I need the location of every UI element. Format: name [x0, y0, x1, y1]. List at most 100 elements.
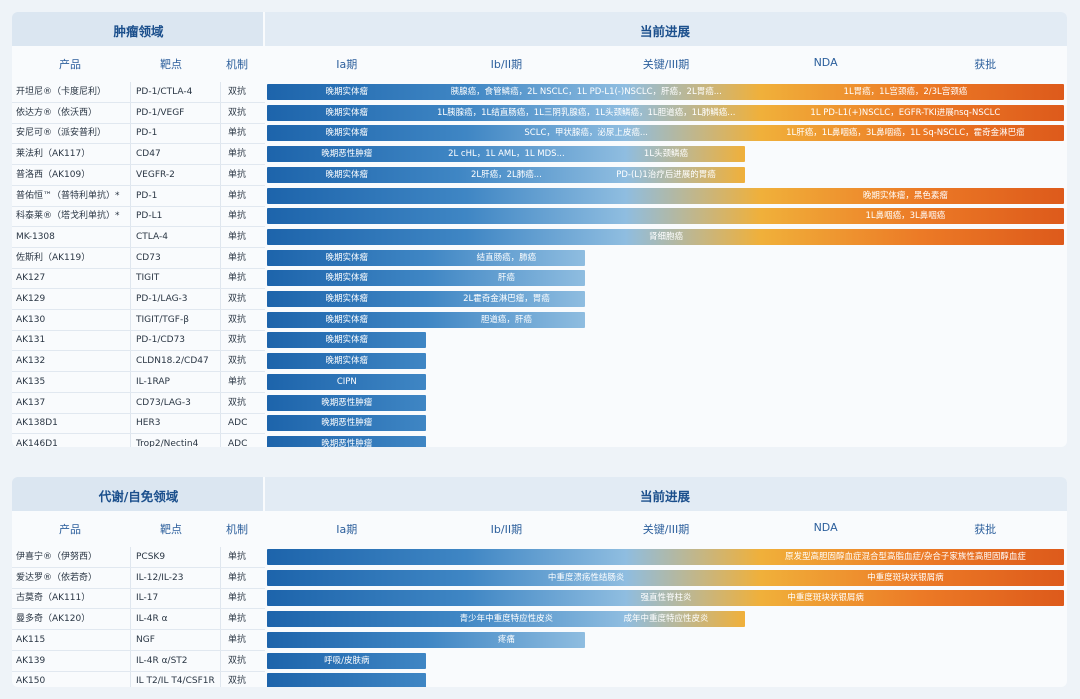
metabolic-progress-header: 当前进展: [639, 489, 690, 504]
oncology-row-target: HER3: [136, 418, 161, 429]
oncology-section-title: 肿瘤领域: [113, 24, 164, 39]
metabolic-progress-bar: 青少年中重度特应性皮炎 成年中重度特应性皮炎: [267, 611, 745, 628]
oncology-row-product: AK129: [16, 294, 46, 304]
oncology-table-row: 莱法利（AK117） CD47 单抗 晚期恶性肿瘤 2L cHL，1L AML，1L M…: [12, 144, 1067, 166]
oncology-bar-label: 晚期实体瘤，黑色素瘤: [862, 190, 948, 201]
oncology-bar-label: 2L cHL，1L AML，1L MDS...: [448, 149, 565, 160]
oncology-bar-label: 胰腺癌，食管鳞癌，2L NSCLC，1L PD-L1(-)NSCLC，肝癌，2L…: [450, 87, 722, 97]
oncology-row-separator: [12, 122, 265, 124]
oncology-row-target: IL-1RAP: [136, 376, 170, 387]
metabolic-progress-bar: [267, 673, 426, 687]
metabolic-stage-header-1: Ib/II期: [490, 523, 523, 536]
oncology-row-mechanism: 双抗: [228, 356, 247, 367]
oncology-row-separator: [12, 288, 265, 290]
oncology-row-mechanism: 双抗: [228, 87, 247, 97]
oncology-bar-label: 结直肠癌，肺癌: [476, 252, 537, 263]
oncology-bar-label: 晚期实体瘤: [325, 335, 369, 346]
oncology-bar-label: 肝癌: [497, 273, 515, 284]
oncology-row-product: 佐斯利（AK119）: [16, 252, 91, 263]
oncology-stage-header-2: 关键/III期: [642, 58, 690, 71]
oncology-panel: 肿瘤领域 当前进展 产品 靶点 机制 Ia期 Ib/II期 关键/III期 NDA 获批 开坦尼®（…: [12, 12, 1067, 447]
oncology-row-mechanism: 双抗: [228, 397, 247, 408]
oncology-bar-label: 1L胰腺癌，1L结直肠癌，1L三阴乳腺癌，1L头颈鳞癌，1L胆道癌，1L肺鳞癌.…: [436, 107, 736, 118]
oncology-row-target: VEGFR-2: [136, 169, 175, 180]
oncology-row-product: AK130: [16, 314, 46, 325]
oncology-progress-bar: 晚期恶性肿瘤 2L cHL，1L AML，1L MDS... 1L头颈鳞癌: [267, 146, 745, 163]
metabolic-table-row: 曼多奇（AK120） IL-4R α 单抗 青少年中重度特应性皮炎 成年中重度特应性皮炎: [12, 609, 1067, 631]
oncology-progress-bar: 肾细胞癌: [267, 228, 1064, 245]
oncology-column-divider: [220, 82, 221, 447]
metabolic-stage-header-4: 获批: [974, 523, 997, 536]
metabolic-row-target: NGF: [136, 634, 155, 645]
oncology-progress-bar: 1L鼻咽癌，3L鼻咽癌: [267, 208, 1064, 225]
oncology-row-product: MK-1308: [16, 231, 55, 242]
metabolic-row-mechanism: 双抗: [228, 676, 247, 687]
oncology-row-product: 依达方®（依沃西）: [16, 107, 98, 118]
oncology-table-row: 开坦尼®（卡度尼利） PD-1/CTLA-4 双抗 晚期实体瘤 胰腺癌，食管鳞癌，2L …: [12, 82, 1067, 103]
oncology-row-separator: [12, 226, 265, 228]
oncology-table-row: AK132 CLDN18.2/CD47 双抗 晚期实体瘤: [12, 351, 1067, 373]
metabolic-stage-header-0: Ia期: [336, 523, 358, 536]
oncology-table-row: 安尼可®（派安普利） PD-1 单抗 晚期实体瘤 SCLC，甲状腺癌，泌尿上皮癌... 1…: [12, 123, 1067, 145]
oncology-table-row: AK137 CD73/LAG-3 双抗 晚期恶性肿瘤: [12, 393, 1067, 414]
oncology-bar-label: 2L霍奇金淋巴瘤，胃癌: [463, 294, 550, 304]
oncology-bar-label: 晚期实体瘤: [325, 169, 369, 180]
metabolic-row-product: 伊喜宁®（伊努西）: [16, 552, 98, 562]
metabolic-stage-header-3: NDA: [813, 521, 838, 534]
oncology-column-headers: 产品 靶点 机制 Ia期 Ib/II期 关键/III期 NDA 获批: [12, 46, 1067, 82]
oncology-row-separator: [12, 350, 265, 352]
metabolic-progress-bar: 疼痛: [267, 631, 586, 648]
metabolic-bar-label: 疼痛: [497, 634, 515, 645]
oncology-bar-label: 晚期实体瘤: [325, 356, 369, 367]
metabolic-row-mechanism: 单抗: [228, 572, 247, 583]
metabolic-row-mechanism: 单抗: [228, 614, 247, 625]
oncology-bar-label: 晚期实体瘤: [325, 252, 369, 263]
oncology-row-target: PD-1: [136, 190, 158, 201]
oncology-row-product: AK137: [16, 397, 46, 408]
metabolic-row-separator: [12, 608, 265, 610]
oncology-row-separator: [12, 267, 265, 269]
metabolic-row-separator: [12, 649, 265, 651]
oncology-bar-label: 晚期实体瘤: [325, 294, 369, 304]
oncology-row-product: AK131: [16, 335, 46, 346]
oncology-row-separator: [12, 309, 265, 310]
metabolic-row-separator: [12, 629, 265, 631]
oncology-row-mechanism: 双抗: [228, 107, 247, 118]
oncology-row-mechanism: 双抗: [228, 335, 247, 346]
oncology-bar-label: 1L胃癌，1L宫颈癌，2/3L宫颈癌: [843, 87, 968, 97]
oncology-table-row: AK138D1 HER3 ADC 晚期恶性肿瘤: [12, 413, 1067, 435]
oncology-row-separator: [12, 164, 265, 166]
oncology-row-mechanism: 单抗: [228, 169, 247, 180]
metabolic-table-row: AK150 IL T2/IL T4/CSF1R 双抗: [12, 671, 1067, 687]
oncology-progress-bar: 晚期实体瘤，黑色素瘤: [267, 187, 1064, 204]
metabolic-row-target: IL T2/IL T4/CSF1R: [136, 676, 215, 687]
oncology-row-mechanism: 单抗: [228, 273, 247, 284]
metabolic-immunology-panel: 代谢/自免领域 当前进展 产品 靶点 机制 Ia期 Ib/II期 关键/III期 NDA 获批 伊喜…: [12, 477, 1067, 687]
metabolic-bar-label: 中重度斑块状银屑病: [867, 572, 944, 583]
metabolic-row-target: PCSK9: [136, 552, 166, 562]
oncology-stage-header-4: 获批: [974, 58, 997, 71]
oncology-row-target: PD-1/VEGF: [136, 107, 185, 118]
oncology-column-divider: [130, 82, 131, 447]
metabolic-column-header-2: 机制: [226, 523, 248, 536]
metabolic-row-target: IL-4R α: [136, 614, 168, 625]
oncology-progress-bar: 晚期恶性肿瘤: [267, 435, 426, 447]
oncology-table-row: MK-1308 CTLA-4 单抗 肾细胞癌: [12, 227, 1067, 248]
metabolic-progress-bar: 强直性脊柱炎 中重度斑块状银屑病: [267, 590, 1064, 607]
metabolic-bar-label: 中重度溃疡性结肠炎: [547, 572, 625, 583]
oncology-row-target: CD73: [136, 252, 161, 263]
oncology-row-mechanism: 单抗: [228, 190, 247, 201]
metabolic-bar-label: 强直性脊柱炎: [640, 593, 692, 604]
oncology-bar-label: 晚期恶性肿瘤: [321, 418, 373, 429]
oncology-table-row: 佐斯利（AK119） CD73 单抗 晚期实体瘤 结直肠癌，肺癌: [12, 248, 1067, 269]
oncology-bar-label: 晚期实体瘤: [325, 87, 369, 97]
metabolic-bar-label: 原发型高胆固醇血症混合型高脂血症/杂合子家族性高胆固醇血症: [784, 552, 1026, 562]
oncology-row-mechanism: 单抗: [228, 376, 247, 387]
oncology-row-mechanism: 单抗: [228, 211, 247, 222]
oncology-row-product: 普洛西（AK109）: [16, 169, 91, 180]
metabolic-header-left: [12, 477, 265, 511]
oncology-row-separator: [12, 371, 265, 373]
metabolic-row-mechanism: 单抗: [228, 593, 247, 604]
oncology-bar-label: 晚期实体瘤: [325, 314, 369, 325]
oncology-bar-label: 晚期实体瘤: [325, 273, 369, 284]
